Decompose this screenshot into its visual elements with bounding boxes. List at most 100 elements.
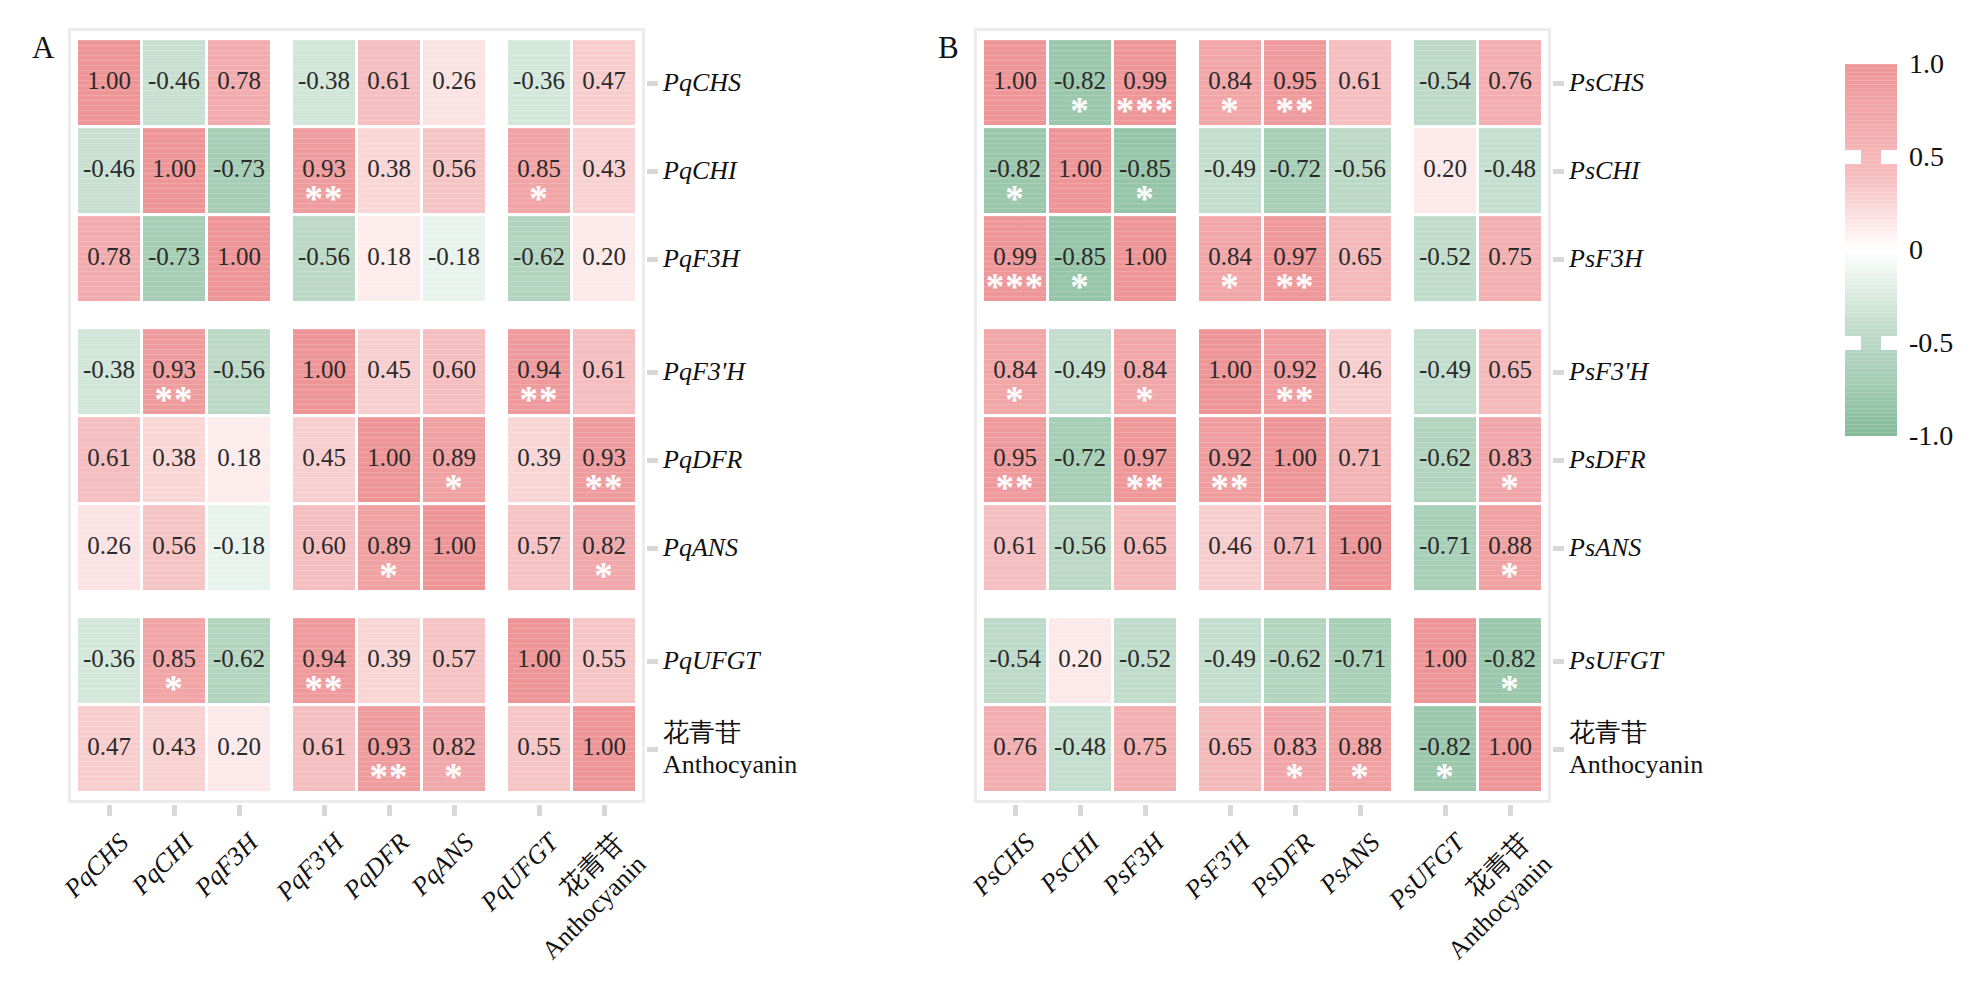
cell-value: 0.55 bbox=[573, 644, 635, 672]
row-label: PqDFR bbox=[663, 443, 742, 476]
row-axis-tick bbox=[647, 169, 658, 174]
heatmap-cell: 0.61 bbox=[573, 329, 635, 414]
significance-stars: ** bbox=[1114, 469, 1176, 506]
cell-value: 0.39 bbox=[358, 644, 420, 672]
heatmap-cell: 0.43 bbox=[143, 706, 205, 791]
heatmap-cell: -0.48 bbox=[1479, 128, 1541, 213]
heatmap-cell: 0.85* bbox=[508, 128, 570, 213]
significance-stars: * bbox=[1479, 670, 1541, 707]
heatmap-cell: 0.88* bbox=[1479, 505, 1541, 590]
heatmap-cell: -0.56 bbox=[1329, 128, 1391, 213]
heatmap-cell: 0.55 bbox=[573, 618, 635, 703]
heatmap-cell: 0.76 bbox=[1479, 40, 1541, 125]
col-label: PsF3H bbox=[1097, 827, 1171, 901]
row-axis-tick bbox=[1553, 169, 1564, 174]
significance-stars: * bbox=[1114, 381, 1176, 418]
cell-value: 1.00 bbox=[423, 531, 485, 559]
row-label: PqCHS bbox=[663, 66, 741, 99]
col-axis-tick bbox=[1228, 805, 1233, 816]
significance-stars: *** bbox=[1114, 92, 1176, 129]
col-label: PqF3H bbox=[189, 827, 265, 903]
heatmap-cell: 0.65 bbox=[1479, 329, 1541, 414]
significance-stars: * bbox=[1114, 180, 1176, 217]
col-label: PqDFR bbox=[337, 827, 415, 905]
heatmap-cell: 0.20 bbox=[573, 216, 635, 301]
heatmap-cell: 0.61 bbox=[1329, 40, 1391, 125]
cell-value: 0.56 bbox=[143, 531, 205, 559]
heatmap-cell: 0.61 bbox=[293, 706, 355, 791]
heatmap-cell: 0.71 bbox=[1264, 505, 1326, 590]
heatmap-cell: 0.92** bbox=[1264, 329, 1326, 414]
heatmap-cell: 0.20 bbox=[1414, 128, 1476, 213]
heatmap-cell: 1.00 bbox=[293, 329, 355, 414]
heatmap-cell: 0.65 bbox=[1114, 505, 1176, 590]
heatmap-cell: 1.00 bbox=[78, 40, 140, 125]
significance-stars: * bbox=[984, 180, 1046, 217]
row-axis-tick bbox=[647, 659, 658, 664]
cell-value: -0.46 bbox=[143, 66, 205, 94]
col-axis-tick bbox=[1293, 805, 1298, 816]
cell-value: 1.00 bbox=[1414, 644, 1476, 672]
heatmap-cell: 0.84* bbox=[1199, 40, 1261, 125]
heatmap-cell: 0.93** bbox=[143, 329, 205, 414]
cell-value: 0.76 bbox=[1479, 66, 1541, 94]
cell-value: 0.61 bbox=[984, 531, 1046, 559]
significance-stars: * bbox=[423, 758, 485, 795]
cell-value: -0.38 bbox=[293, 66, 355, 94]
cell-value: -0.48 bbox=[1049, 732, 1111, 760]
heatmap-cell: 1.00 bbox=[208, 216, 270, 301]
heatmap-cell: -0.82* bbox=[1414, 706, 1476, 791]
cell-value: 1.00 bbox=[1264, 443, 1326, 471]
row-label: PqCHI bbox=[663, 154, 737, 187]
cell-value: 0.71 bbox=[1329, 443, 1391, 471]
cell-value: 0.75 bbox=[1114, 732, 1176, 760]
heatmap-cell: 0.97** bbox=[1264, 216, 1326, 301]
row-label: PqF3'H bbox=[663, 355, 745, 388]
cell-value: 0.26 bbox=[78, 531, 140, 559]
cell-value: 0.78 bbox=[78, 242, 140, 270]
col-axis-tick bbox=[452, 805, 457, 816]
cell-value: -0.56 bbox=[293, 242, 355, 270]
significance-stars: * bbox=[1199, 92, 1261, 129]
heatmap-cell: -0.72 bbox=[1264, 128, 1326, 213]
cell-value: 0.57 bbox=[423, 644, 485, 672]
cell-value: 1.00 bbox=[1114, 242, 1176, 270]
cell-value: 0.61 bbox=[1329, 66, 1391, 94]
significance-stars: * bbox=[1329, 758, 1391, 795]
significance-stars: ** bbox=[358, 758, 420, 795]
significance-stars: ** bbox=[573, 469, 635, 506]
cell-value: 0.65 bbox=[1114, 531, 1176, 559]
heatmap-cell: -0.49 bbox=[1414, 329, 1476, 414]
cell-value: -0.56 bbox=[1049, 531, 1111, 559]
heatmap-cell: 0.39 bbox=[508, 417, 570, 502]
cell-value: -0.18 bbox=[208, 531, 270, 559]
cell-value: 1.00 bbox=[573, 732, 635, 760]
significance-stars: * bbox=[1049, 268, 1111, 305]
cell-value: 0.60 bbox=[423, 355, 485, 383]
cell-value: -0.49 bbox=[1199, 154, 1261, 182]
heatmap-cell: 0.20 bbox=[1049, 618, 1111, 703]
heatmap-cell: 1.00 bbox=[984, 40, 1046, 125]
col-axis-tick bbox=[387, 805, 392, 816]
row-axis-tick bbox=[1553, 458, 1564, 463]
cell-value: -0.49 bbox=[1049, 355, 1111, 383]
cell-value: 0.71 bbox=[1264, 531, 1326, 559]
heatmap-cell: 0.46 bbox=[1199, 505, 1261, 590]
heatmap-cell: 0.46 bbox=[1329, 329, 1391, 414]
significance-stars: * bbox=[1479, 557, 1541, 594]
heatmap-cell: 0.38 bbox=[143, 417, 205, 502]
heatmap-cell: 0.61 bbox=[358, 40, 420, 125]
cell-value: -0.72 bbox=[1264, 154, 1326, 182]
col-label: PqCHI bbox=[126, 827, 200, 901]
heatmap-cell: -0.82* bbox=[1479, 618, 1541, 703]
heatmap-cell: 0.65 bbox=[1329, 216, 1391, 301]
col-axis-tick bbox=[1443, 805, 1448, 816]
heatmap-cell: -0.18 bbox=[208, 505, 270, 590]
cell-value: 1.00 bbox=[1329, 531, 1391, 559]
heatmap-cell: 0.94** bbox=[508, 329, 570, 414]
heatmap-cell: 1.00 bbox=[423, 505, 485, 590]
cell-value: 0.76 bbox=[984, 732, 1046, 760]
heatmap-cell: -0.38 bbox=[293, 40, 355, 125]
heatmap-cell: 1.00 bbox=[1479, 706, 1541, 791]
cell-value: -0.62 bbox=[1264, 644, 1326, 672]
